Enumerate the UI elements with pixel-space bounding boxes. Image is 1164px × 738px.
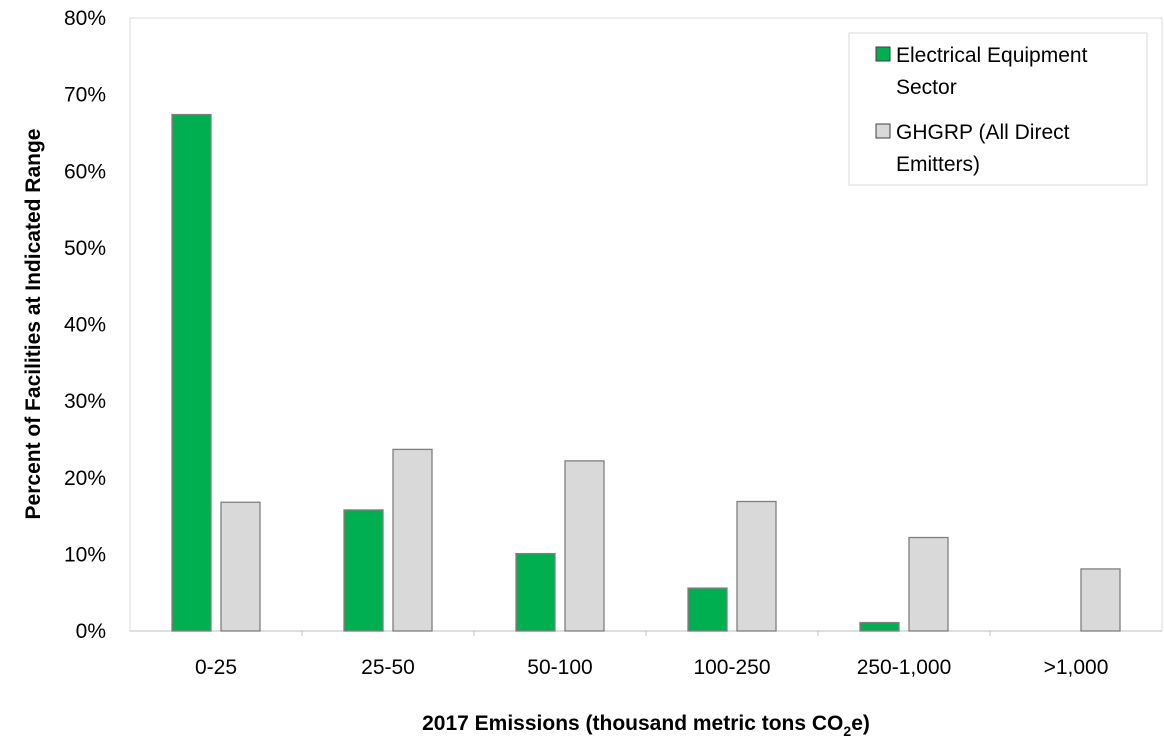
legend-box <box>848 32 1148 186</box>
bars <box>171 113 1121 632</box>
y-tick-label: 80% <box>64 7 106 30</box>
bar-electrical-equipment <box>515 552 556 632</box>
y-tick-label: 20% <box>64 467 106 490</box>
x-tick-label: 25-50 <box>361 656 415 679</box>
x-axis-ticks: 0-25 25-50 50-100 100-250 250-1,000 >1,000 <box>195 631 1108 679</box>
bar-electrical-equipment <box>687 587 728 632</box>
y-tick-label: 0% <box>76 620 106 643</box>
x-axis-title-main: 2017 Emissions (thousand metric tons CO <box>422 712 843 735</box>
bar-ghgrp <box>220 501 261 632</box>
x-tick-label: 50-100 <box>527 656 592 679</box>
x-axis-title: 2017 Emissions (thousand metric tons CO2… <box>422 712 870 738</box>
legend-label-ghgrp-line2: Emitters) <box>896 153 980 176</box>
x-axis-title-suffix: e) <box>851 712 870 735</box>
y-tick-label: 60% <box>64 160 106 183</box>
x-tick-label: 0-25 <box>195 656 237 679</box>
legend-label-electrical-line1: Electrical Equipment <box>896 44 1088 67</box>
bar-electrical-equipment <box>343 509 384 632</box>
bar-ghgrp <box>1080 568 1121 632</box>
legend-label-electrical-line2: Sector <box>896 76 957 99</box>
y-axis-ticks: 0% 10% 20% 30% 40% 50% 60% 70% 80% <box>64 7 106 643</box>
bar-ghgrp <box>392 448 433 632</box>
y-axis-title: Percent of Facilities at Indicated Range <box>22 129 45 520</box>
bar-ghgrp <box>908 536 949 632</box>
y-tick-label: 40% <box>64 314 106 337</box>
y-tick-label: 50% <box>64 237 106 260</box>
y-tick-label: 30% <box>64 390 106 413</box>
legend-label-ghgrp-line1: GHGRP (All Direct <box>896 121 1070 144</box>
legend-swatch-ghgrp <box>875 123 891 139</box>
x-tick-label: 250-1,000 <box>857 656 952 679</box>
bar-ghgrp <box>564 460 605 632</box>
legend: Electrical Equipment Sector GHGRP (All D… <box>848 32 1148 186</box>
bar-ghgrp <box>736 500 777 632</box>
bar-electrical-equipment <box>171 113 212 632</box>
x-tick-label: >1,000 <box>1044 656 1109 679</box>
y-tick-label: 70% <box>64 84 106 107</box>
y-tick-label: 10% <box>64 543 106 566</box>
x-axis-title-subscript: 2 <box>843 723 851 738</box>
x-tick-label: 100-250 <box>693 656 770 679</box>
bar-electrical-equipment <box>859 621 900 632</box>
legend-swatch-electrical <box>875 46 891 62</box>
